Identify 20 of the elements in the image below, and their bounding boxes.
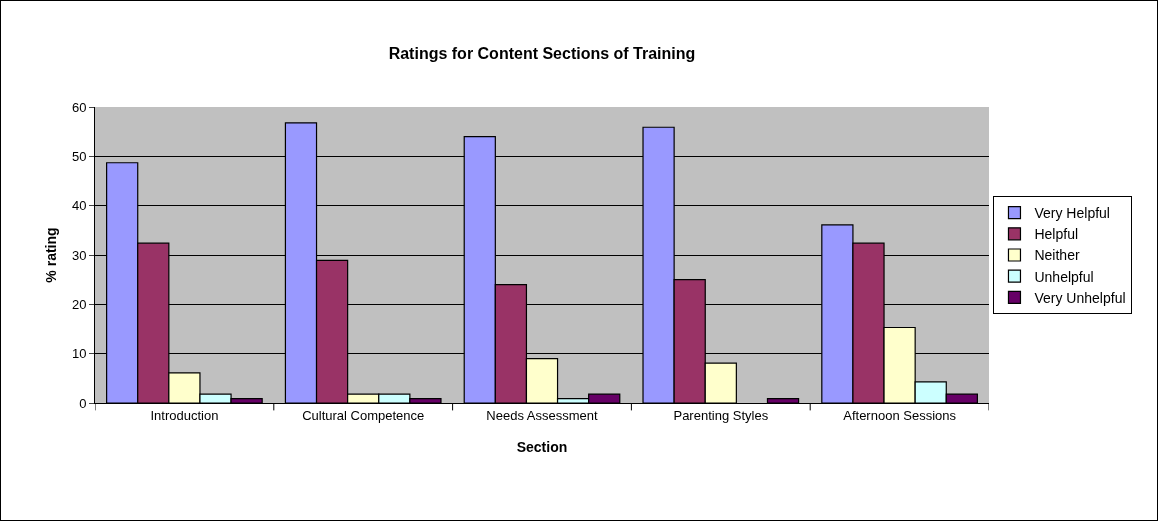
x-tick-label: Needs Assessment xyxy=(486,407,599,423)
x-tick-label: Introduction xyxy=(150,407,219,423)
y-tick-label: 20 xyxy=(71,296,87,312)
y-tick-label: 10 xyxy=(71,346,87,362)
y-axis-title: % rating xyxy=(42,227,59,283)
x-axis-title: Section xyxy=(516,438,568,455)
x-tick-label: Cultural Competence xyxy=(302,407,425,423)
legend-label: Helpful xyxy=(1034,226,1079,243)
x-tick-label: Afternoon Sessions xyxy=(843,407,957,423)
x-tick-label: Parenting Styles xyxy=(673,407,769,423)
legend-label: Unhelpful xyxy=(1034,268,1094,285)
y-tick-label: 60 xyxy=(71,99,87,115)
y-tick-label: 40 xyxy=(71,198,87,214)
legend-label: Very Helpful xyxy=(1034,205,1110,222)
legend-label: Neither xyxy=(1034,247,1080,264)
y-tick-label: 30 xyxy=(71,247,87,263)
legend-label: Very Unhelpful xyxy=(1034,289,1126,306)
y-tick-label: 0 xyxy=(79,395,87,411)
y-tick-label: 50 xyxy=(71,148,87,164)
chart-title: Ratings for Content Sections of Training xyxy=(388,44,696,62)
